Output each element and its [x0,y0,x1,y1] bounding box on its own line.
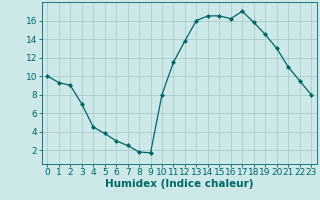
X-axis label: Humidex (Indice chaleur): Humidex (Indice chaleur) [105,179,253,189]
